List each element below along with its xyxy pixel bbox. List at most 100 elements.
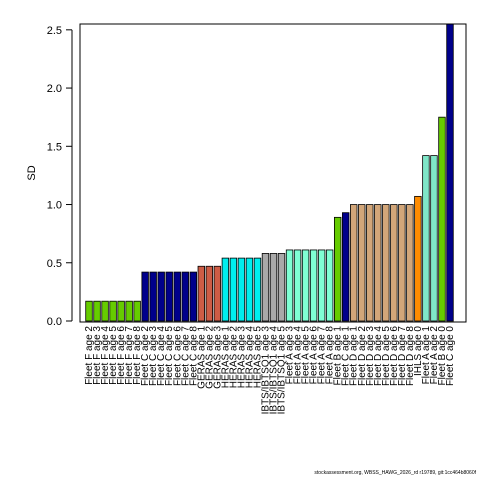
x-tick-label-1: Fleet F age 3 <box>92 326 103 385</box>
x-tick-label-8: Fleet C age 3 <box>148 326 159 386</box>
bar-24 <box>277 253 286 322</box>
y-tick-label-0: 0.0 <box>47 316 62 328</box>
bar-21 <box>253 257 262 322</box>
bar-31 <box>333 216 342 322</box>
x-tick-label-39: Fleet D age 7 <box>397 326 408 386</box>
bar-43 <box>430 155 438 322</box>
x-tick-label-37: Fleet D age 5 <box>381 326 392 386</box>
bar-32 <box>342 212 350 322</box>
x-tick-label-16: GERAS age 3 <box>212 326 223 389</box>
x-tick-label-36: Fleet D age 4 <box>373 326 384 386</box>
x-tick-label-26: Fleet A age 4 <box>293 326 304 385</box>
bar-42 <box>422 155 430 322</box>
bar-3 <box>109 300 117 322</box>
x-tick-label-35: Fleet D age 3 <box>365 326 376 386</box>
x-tick-label-10: Fleet C age 5 <box>164 326 175 386</box>
x-tick-label-41: IHLS age 0 <box>413 326 424 376</box>
y-tick-label-5: 2.5 <box>47 25 62 37</box>
x-tick-label-17: HERAS age 1 <box>220 326 231 389</box>
bar-5 <box>125 300 133 322</box>
x-tick-label-28: Fleet A age 6 <box>309 326 320 385</box>
y-tick-label-1: 0.5 <box>47 258 62 270</box>
bar-18 <box>229 257 238 322</box>
bar-25 <box>285 249 294 322</box>
x-tick-label-3: Fleet F age 5 <box>108 326 119 385</box>
x-tick-label-0: Fleet F age 2 <box>84 326 95 385</box>
bar-12 <box>181 271 189 322</box>
y-tick-label-2: 1.0 <box>47 200 62 212</box>
bar-40 <box>406 204 414 322</box>
bar-0 <box>85 300 93 322</box>
x-tick-label-5: Fleet F age 7 <box>124 326 135 385</box>
x-tick-label-19: HERAS age 3 <box>236 326 247 389</box>
footer-note: stockassessment.org, WBSS_HAWG_2026_rd r… <box>314 470 476 476</box>
bar-39 <box>398 204 406 322</box>
bar-27 <box>301 249 310 322</box>
x-tick-label-4: Fleet F age 6 <box>116 326 127 385</box>
x-tick-label-29: Fleet A age 7 <box>317 326 328 385</box>
x-tick-label-34: Fleet D age 2 <box>357 326 368 386</box>
bar-19 <box>237 257 246 322</box>
x-tick-label-38: Fleet D age 6 <box>389 326 400 386</box>
bar-22 <box>261 253 270 322</box>
bar-26 <box>293 249 302 322</box>
bar-1 <box>93 300 101 322</box>
x-tick-label-42: Fleet A age 1 <box>421 326 432 385</box>
x-tick-label-14: GERAS age 1 <box>196 326 207 389</box>
x-tick-label-30: Fleet A age 8 <box>325 326 336 385</box>
x-tick-label-18: HERAS age 2 <box>228 326 239 389</box>
bar-8 <box>149 271 157 322</box>
bar-4 <box>117 300 125 322</box>
bar-29 <box>317 249 326 322</box>
plot-frame <box>79 23 467 323</box>
bar-13 <box>189 271 197 322</box>
x-tick-label-40: Fleet D age 8 <box>405 326 416 386</box>
y-axis-label: SD <box>26 165 38 180</box>
x-tick-label-25: Fleet A age 3 <box>285 326 296 385</box>
x-tick-label-33: Fleet D age 1 <box>349 326 360 386</box>
y-tick-label-3: 1.5 <box>47 141 62 153</box>
x-tick-label-20: HERAS age 4 <box>244 326 255 389</box>
bar-16 <box>213 265 222 322</box>
x-tick-label-12: Fleet C age 7 <box>180 326 191 386</box>
y-tick-label-4: 2.0 <box>47 83 62 95</box>
bar-23 <box>269 253 278 322</box>
bar-36 <box>374 204 382 322</box>
bar-15 <box>205 265 214 322</box>
x-tick-label-6: Fleet F age 8 <box>132 326 143 385</box>
x-tick-label-43: Fleet A age 2 <box>429 326 440 385</box>
x-tick-label-15: GERAS age 2 <box>204 326 215 389</box>
bar-37 <box>382 204 390 322</box>
bar-20 <box>245 257 254 322</box>
bar-38 <box>390 204 398 322</box>
y-axis: 0.0 0.5 1.0 1.5 2.0 2.5 <box>47 25 73 328</box>
bar-10 <box>165 271 173 322</box>
bar-34 <box>358 204 366 322</box>
x-tick-label-21: HERAS age 5 <box>252 326 263 389</box>
x-tick-label-32: Fleet C age 1 <box>341 326 352 386</box>
x-tick-label-23: IBTS/IBTSQ1 age 4 <box>269 326 280 415</box>
x-tick-label-45: Fleet C age 0 <box>445 326 456 386</box>
x-tick-label-7: Fleet C age 2 <box>140 326 151 386</box>
bar-35 <box>366 204 374 322</box>
bar-6 <box>133 300 141 322</box>
x-tick-label-11: Fleet C age 6 <box>172 326 183 386</box>
bar-45 <box>446 23 454 322</box>
x-tick-label-27: Fleet A age 5 <box>301 326 312 385</box>
x-tick-label-22: IBTS/IBTSQ1 age 3 <box>260 326 271 415</box>
bar-30 <box>325 249 334 322</box>
bar-44 <box>438 116 446 322</box>
x-tick-label-13: Fleet C age 8 <box>188 326 199 386</box>
x-tick-label-9: Fleet C age 4 <box>156 326 167 386</box>
bar-2 <box>101 300 109 322</box>
bar-33 <box>350 204 358 322</box>
bar-7 <box>141 271 149 322</box>
x-tick-label-2: Fleet F age 4 <box>100 326 111 385</box>
bar-14 <box>197 265 206 322</box>
bar-11 <box>173 271 181 322</box>
x-tick-label-31: Fleet B age 1 <box>333 326 344 386</box>
bars-group <box>85 23 454 322</box>
bar-17 <box>221 257 230 322</box>
